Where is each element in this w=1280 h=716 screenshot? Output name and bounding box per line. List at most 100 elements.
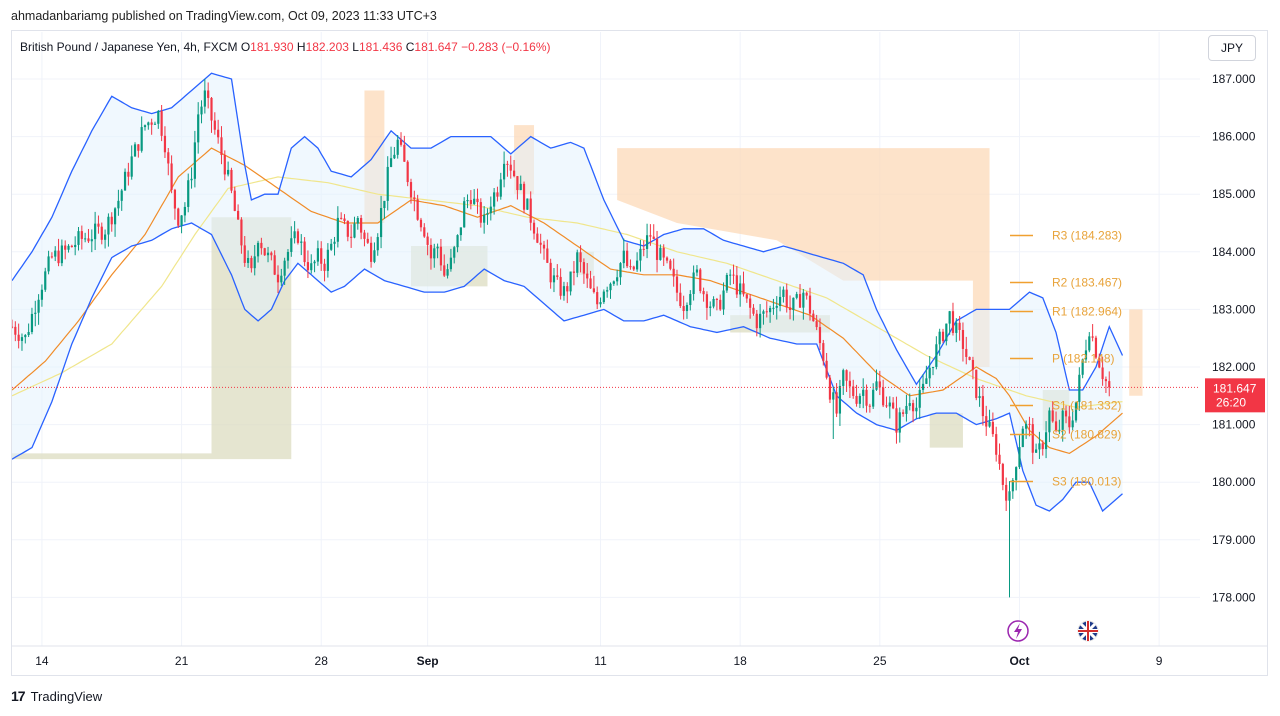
candle-body [755,313,758,329]
candle-body [300,241,303,243]
price-tag-timer: 26:20 [1216,395,1246,409]
candle-body [366,238,369,243]
footer-brand[interactable]: 17 TradingView [11,688,102,704]
pivot-label: P (182.148) [1052,351,1115,365]
candle-body [645,235,649,249]
candle-body [659,247,662,260]
candle-body [27,332,30,336]
candle-body [326,249,329,271]
candle-body [732,274,735,276]
candle-body [725,274,728,291]
candle-body [835,392,838,414]
candle-body [546,248,549,263]
candle-body [948,311,951,324]
candle-body [227,169,230,175]
candle-body [386,166,389,201]
legend-close-label: C [405,40,415,54]
candle-body [376,237,379,251]
candle-body [456,235,459,248]
currency-button[interactable]: JPY [1208,35,1256,61]
candle-body [582,262,585,274]
candle-body [536,233,539,243]
candle-body [556,275,559,277]
candle-body [665,257,669,261]
candle-body [579,252,582,263]
price-tag-bg [1205,378,1265,413]
candle-body [862,389,865,396]
candle-body [602,291,605,303]
x-axis[interactable]: 142128Sep111825Oct916 [35,654,1280,668]
candle-body [24,335,27,338]
candle-body [84,238,87,240]
candle-body [609,283,612,291]
candle-body [426,236,429,245]
candle-body [772,307,775,309]
candle-body [1081,359,1084,375]
candle-body [1028,423,1031,425]
candle-body [828,377,832,400]
candle-body [177,208,180,226]
candle-body [629,266,632,268]
candle-body [370,242,373,262]
candle-body [991,421,994,435]
candle-body [898,412,901,433]
candle-body [1021,428,1024,448]
lightning-icon[interactable] [1007,620,1029,642]
candle-body [1071,420,1074,428]
x-tick-label: Oct [1009,654,1029,668]
candle-body [180,215,183,226]
candle-body [606,290,609,292]
candle-body [1008,491,1011,501]
candle-body [323,263,326,271]
candle-body [955,322,958,333]
legend-open-label: O [240,40,251,54]
chart-legend: British Pound / Japanese Yen, 4h, FXCM O… [20,40,551,54]
candle-body [416,199,419,220]
candle-body [183,206,186,216]
candle-body [343,218,346,221]
candle-body [729,274,732,276]
candle-body [133,144,137,157]
candle-body [163,135,167,153]
candle-body [675,276,679,293]
legend-high-label: H [296,40,306,54]
candle-body [413,197,416,200]
candle-body [1108,381,1111,388]
candle-body [1005,484,1008,501]
candle-body [1018,447,1021,468]
candle-body [1098,357,1101,368]
uk-flag-icon[interactable] [1077,620,1099,642]
candle-body [619,263,622,278]
candle-body [127,171,130,177]
candle-body [998,454,1001,464]
candle-body [453,247,456,258]
candle-body [340,217,343,219]
candle-body [409,182,413,198]
candle-body [838,385,842,414]
candle-body [47,256,50,272]
y-axis[interactable]: 178.000 179.000 180.000 181.000 182.000 183.0… [1212,72,1256,604]
candle-body [260,242,263,249]
candle-body [439,246,443,266]
candle-body [1054,421,1058,431]
x-tick-label: 14 [35,654,49,668]
candle-body [476,198,479,203]
candle-body [350,236,353,238]
candle-body [90,239,93,242]
candle-body [805,292,808,296]
y-tick-label: 183.000 [1212,302,1256,316]
candle-body [403,144,406,162]
candle-body [742,283,745,295]
candle-body [975,369,978,399]
candle-body [296,231,300,243]
candle-body [612,281,615,284]
candle-body [283,260,286,276]
candle-body [330,243,333,250]
candle-body [858,395,861,404]
candle-body [379,208,383,238]
candle-body [759,313,762,329]
candle-body [230,169,233,191]
x-tick-label: 25 [873,654,887,668]
